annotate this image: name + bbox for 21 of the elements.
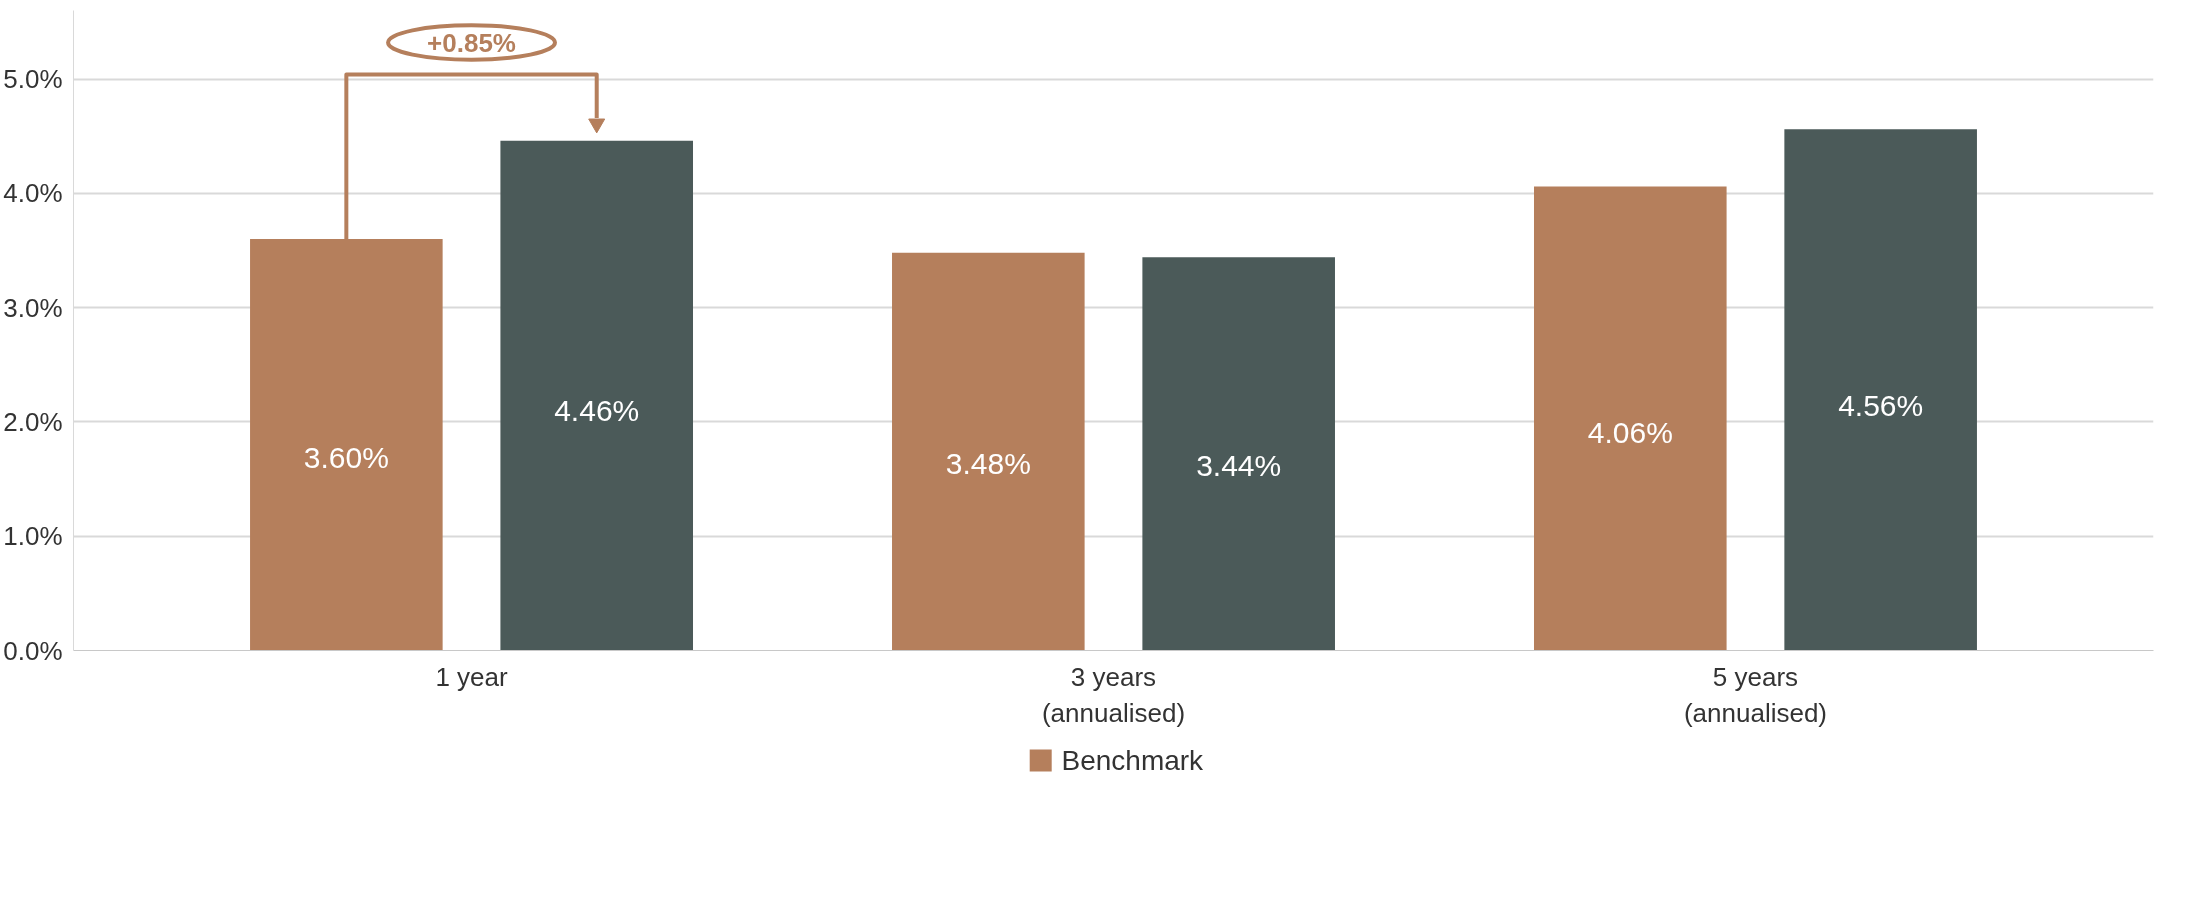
y-tick-label: 2.0% bbox=[3, 406, 63, 437]
y-tick-label: 1.0% bbox=[3, 521, 63, 552]
x-tick-label: 3 years (annualised) bbox=[1041, 661, 1186, 728]
y-tick-label: 0.0% bbox=[3, 635, 63, 666]
y-tick-label: 4.0% bbox=[3, 178, 63, 209]
bar bbox=[1784, 129, 1977, 651]
data-label: 3.44% bbox=[1196, 449, 1282, 483]
x-tick-label: 1 year bbox=[435, 661, 508, 692]
data-label: 4.46% bbox=[554, 394, 640, 428]
bar bbox=[892, 252, 1085, 651]
data-label: 3.60% bbox=[303, 440, 389, 474]
y-tick-label: 5.0% bbox=[3, 64, 63, 95]
data-label: 4.06% bbox=[1587, 415, 1673, 449]
annotation: +0.85% bbox=[427, 27, 516, 58]
data-label: 3.48% bbox=[945, 447, 1031, 481]
bar bbox=[1142, 257, 1335, 651]
bar bbox=[1533, 186, 1727, 651]
x-tick-label: 5 years (annualised) bbox=[1683, 661, 1828, 728]
legend-label: Benchmark bbox=[1061, 745, 1205, 776]
y-tick-label: 3.0% bbox=[3, 292, 63, 323]
data-label: 4.56% bbox=[1838, 389, 1924, 423]
